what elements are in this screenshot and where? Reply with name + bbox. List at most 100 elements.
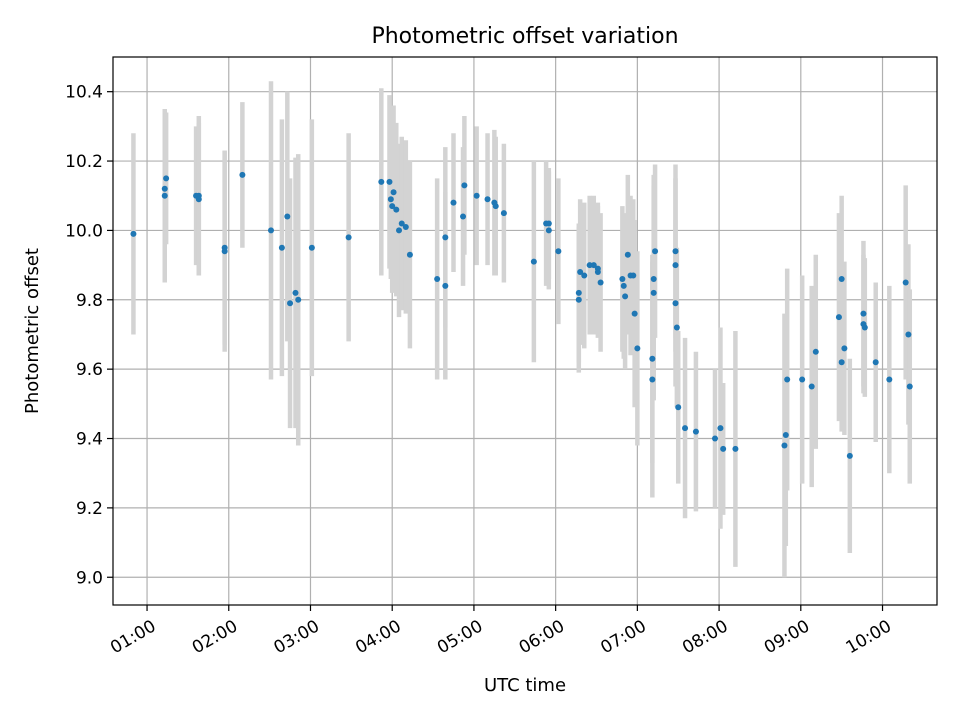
data-point [398, 220, 405, 227]
y-tick-label: 10.0 [65, 221, 103, 241]
data-point [378, 178, 385, 185]
data-point [545, 220, 552, 227]
data-point [812, 348, 819, 355]
data-point [905, 331, 912, 338]
data-point [594, 269, 601, 276]
data-point [577, 269, 584, 276]
chart-title: Photometric offset variation [371, 24, 678, 49]
y-tick-label: 10.4 [65, 83, 103, 103]
data-point [808, 383, 815, 390]
data-point [292, 289, 299, 296]
data-point [295, 296, 302, 303]
data-point [732, 445, 739, 452]
data-point [406, 251, 413, 258]
y-tick-label: 9.2 [76, 499, 103, 519]
y-tick-label: 9.6 [76, 360, 103, 380]
data-point [442, 234, 449, 241]
data-point [590, 262, 597, 269]
data-point [389, 203, 396, 210]
data-point [799, 376, 806, 383]
data-point [390, 189, 397, 196]
data-point [345, 234, 352, 241]
data-point [782, 432, 789, 439]
data-point [163, 175, 170, 182]
data-point [287, 300, 294, 307]
x-axis-label: UTC time [484, 675, 566, 696]
y-axis-ticks: 9.0 9.2 9.4 9.6 9.8 10.0 10.2 10.4 [65, 83, 113, 588]
data-point [711, 435, 718, 442]
data-point [886, 376, 893, 383]
data-point [460, 213, 467, 220]
y-tick-label: 9.8 [76, 291, 103, 311]
data-point [634, 345, 641, 352]
data-point [308, 244, 315, 251]
data-point [461, 182, 468, 189]
data-point [630, 272, 637, 279]
data-point [575, 289, 582, 296]
data-point [161, 185, 168, 192]
data-point [484, 196, 491, 203]
data-point [450, 199, 457, 206]
data-point [393, 206, 400, 213]
data-point [631, 310, 638, 317]
data-point [387, 196, 394, 203]
data-point [597, 279, 604, 286]
data-point [860, 310, 867, 317]
data-point [649, 355, 656, 362]
data-point [473, 192, 480, 199]
data-point [619, 275, 626, 282]
data-point [649, 376, 656, 383]
data-point [278, 244, 285, 251]
data-point [239, 171, 246, 178]
data-point [622, 293, 629, 300]
data-point [545, 227, 552, 234]
data-point [396, 227, 403, 234]
data-points [130, 171, 913, 459]
data-point [672, 248, 679, 255]
data-point [650, 275, 657, 282]
data-point [620, 282, 627, 289]
data-point [161, 192, 168, 199]
data-point [624, 251, 631, 258]
data-point [781, 442, 788, 449]
data-point [130, 230, 137, 237]
data-point [267, 227, 274, 234]
plot-frame [112, 56, 938, 606]
data-point [838, 275, 845, 282]
data-point [673, 324, 680, 331]
data-point [500, 210, 507, 217]
data-point [838, 359, 845, 366]
data-point [195, 196, 202, 203]
data-point [555, 248, 562, 255]
data-point [492, 203, 499, 210]
data-point [575, 296, 582, 303]
data-point [221, 244, 228, 251]
data-point [675, 404, 682, 411]
data-point [717, 425, 724, 432]
y-tick-label: 9.4 [76, 430, 103, 450]
data-point [652, 248, 659, 255]
data-point [692, 428, 699, 435]
data-point [682, 425, 689, 432]
data-point [784, 376, 791, 383]
data-point [442, 282, 449, 289]
data-point [402, 223, 409, 230]
data-point [581, 272, 588, 279]
data-point [720, 445, 727, 452]
y-tick-label: 9.0 [76, 568, 103, 588]
data-point [672, 262, 679, 269]
data-point [835, 314, 842, 321]
data-point [530, 258, 537, 265]
data-point [906, 383, 913, 390]
data-point [284, 213, 291, 220]
data-point [841, 345, 848, 352]
data-point [872, 359, 879, 366]
y-tick-label: 10.2 [65, 152, 103, 172]
data-point [861, 324, 868, 331]
data-point [650, 289, 657, 296]
data-point [386, 178, 393, 185]
data-point [672, 300, 679, 307]
y-axis-label: Photometric offset [22, 248, 43, 414]
data-point [902, 279, 909, 286]
